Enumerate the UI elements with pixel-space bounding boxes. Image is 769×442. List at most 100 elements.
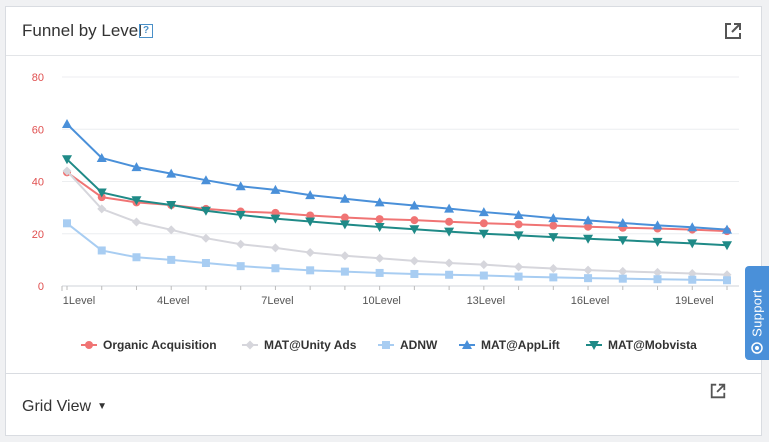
data-point (445, 217, 454, 226)
x-tick-label: 16Level (571, 295, 610, 307)
data-point (236, 262, 245, 271)
data-point (444, 258, 454, 268)
data-point (63, 219, 71, 228)
data-point (339, 220, 350, 230)
data-point (479, 219, 488, 228)
data-point (166, 201, 177, 211)
data-point (514, 262, 524, 272)
data-point (618, 274, 627, 283)
data-point (513, 209, 524, 219)
legend-label: MAT@Unity Ads (264, 338, 357, 352)
data-point (305, 248, 315, 258)
series-line (66, 170, 728, 276)
series-line (66, 123, 728, 231)
data-point (235, 181, 246, 191)
data-point (245, 340, 255, 350)
data-point (462, 340, 472, 349)
data-point (514, 220, 523, 229)
data-point (305, 217, 316, 227)
data-point (306, 266, 315, 275)
grid-view-panel: Grid View ▼ (5, 374, 762, 436)
support-icon (751, 342, 763, 354)
data-point (687, 222, 698, 232)
help-icon[interactable]: ? (139, 24, 153, 38)
data-point (410, 216, 419, 225)
external-link-icon[interactable] (723, 21, 743, 41)
data-point (409, 225, 420, 235)
x-tick-label: 1Level (63, 295, 95, 307)
data-point (583, 234, 594, 244)
data-point (478, 229, 489, 239)
data-point (305, 190, 316, 200)
data-point (583, 215, 594, 225)
support-tab[interactable]: Support (745, 266, 769, 360)
data-point (687, 268, 697, 278)
x-tick-label: 7Level (261, 295, 293, 307)
data-point (375, 253, 385, 263)
caret-down-icon: ▼ (97, 401, 107, 412)
grid-view-dropdown[interactable]: Grid View ▼ (22, 398, 107, 416)
legend-label: MAT@AppLift (481, 338, 560, 352)
grid-view-label: Grid View (22, 398, 92, 415)
data-point (270, 214, 281, 224)
data-point (340, 267, 349, 276)
data-point (271, 264, 280, 273)
data-point (270, 184, 281, 194)
data-point (200, 206, 211, 216)
x-tick-label: 13Level (467, 295, 506, 307)
data-point (167, 255, 176, 264)
data-point (339, 193, 350, 203)
data-point (478, 207, 489, 217)
data-point (584, 222, 593, 231)
data-point (618, 266, 628, 276)
data-point (375, 268, 384, 277)
data-point (409, 256, 419, 266)
x-tick-label: 10Level (362, 295, 401, 307)
x-tick-label: 19Level (675, 295, 714, 307)
data-point (375, 215, 384, 224)
data-point (409, 200, 420, 210)
data-point (96, 188, 107, 198)
data-point (410, 269, 419, 278)
series-line (66, 222, 728, 282)
data-point (382, 341, 390, 349)
data-point (583, 265, 593, 275)
data-point (201, 259, 210, 268)
data-point (131, 217, 141, 227)
external-link-icon[interactable] (709, 382, 727, 400)
panel-header: Funnel by Level ? (6, 7, 761, 56)
legend-label: Organic Acquisition (103, 338, 217, 352)
data-point (374, 197, 385, 207)
data-point (617, 236, 628, 246)
data-point (687, 239, 698, 249)
funnel-panel: Funnel by Level ? 0 20 40 60 80 1Level 4Level 7… (5, 6, 762, 374)
y-tick-label: 80 (32, 72, 44, 84)
data-point (132, 253, 141, 262)
y-tick-label: 20 (32, 229, 44, 241)
data-point (722, 241, 732, 251)
data-point (688, 275, 697, 284)
data-point (652, 237, 663, 247)
data-point (589, 341, 599, 350)
series-line (66, 158, 728, 247)
data-point (131, 162, 142, 172)
data-point (722, 224, 732, 234)
y-tick-label: 0 (38, 281, 44, 293)
data-point (340, 213, 349, 222)
data-point (270, 243, 280, 253)
data-point (549, 273, 558, 282)
y-tick-label: 40 (32, 177, 44, 189)
support-label: Support (749, 289, 765, 337)
legend-label: ADNW (400, 338, 438, 352)
data-point (479, 260, 489, 270)
data-point (166, 225, 176, 235)
data-point (584, 274, 593, 283)
data-point (653, 267, 663, 277)
data-point (548, 233, 559, 243)
data-point (131, 196, 142, 206)
data-point (514, 272, 523, 281)
data-point (62, 155, 72, 165)
y-tick-label: 60 (32, 124, 44, 136)
data-point (96, 152, 107, 162)
data-point (85, 341, 93, 349)
